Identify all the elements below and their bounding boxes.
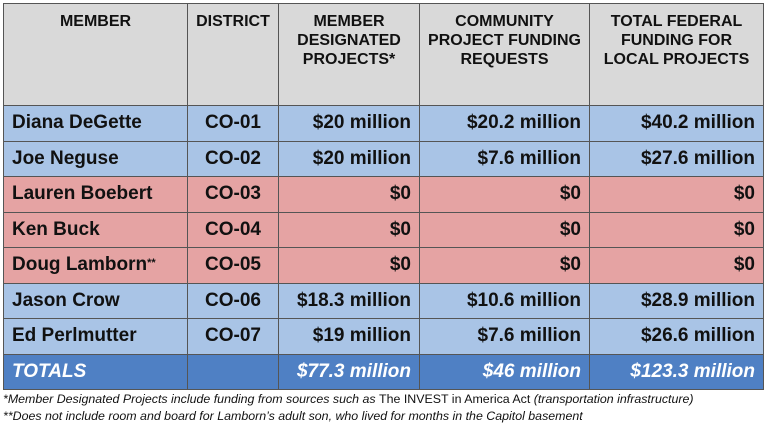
district-cell: CO-01: [187, 105, 279, 142]
table-row: Joe Neguse CO-02 $20 million $7.6 million $2…: [3, 140, 764, 177]
footnote: *Member Designated Projects include fund…: [3, 391, 694, 408]
amount-cell: $0: [278, 211, 420, 248]
amount-cell: $7.6 million: [419, 318, 590, 355]
amount-cell: $0: [278, 247, 420, 284]
column-header: MEMBER: [3, 3, 188, 106]
column-header: MEMBER DESIGNATED PROJECTS*: [278, 3, 420, 106]
amount-cell: $0: [419, 176, 590, 213]
amount-cell: $0: [589, 247, 764, 284]
amount-cell: $0: [278, 176, 420, 213]
table-row: Ken Buck CO-04 $0 $0 $0: [3, 211, 764, 248]
amount-cell: $10.6 million: [419, 282, 590, 319]
member-cell: Doug Lamborn**: [3, 247, 188, 284]
amount-cell: $28.9 million: [589, 282, 764, 319]
footnote-text: *Member Designated Projects include fund…: [3, 392, 380, 406]
amount-cell: $20 million: [278, 140, 420, 177]
amount-cell: $123.3 million: [589, 353, 764, 390]
amount-cell: $27.6 million: [589, 140, 764, 177]
column-header: TOTAL FEDERAL FUNDING FOR LOCAL PROJECTS: [589, 3, 764, 106]
footnote: **Does not include room and board for La…: [3, 408, 694, 425]
amount-cell: $0: [589, 176, 764, 213]
footnotes: *Member Designated Projects include fund…: [3, 391, 694, 425]
district-cell: [187, 353, 279, 390]
column-header: DISTRICT: [187, 3, 279, 106]
amount-cell: $0: [419, 211, 590, 248]
totals-row: TOTALS $77.3 million $46 million $123.3 mil…: [3, 353, 764, 390]
amount-cell: $20 million: [278, 105, 420, 142]
member-cell: TOTALS: [3, 353, 188, 390]
amount-cell: $46 million: [419, 353, 590, 390]
footnote-text: **Does not include room and board for La…: [3, 409, 583, 423]
footnote-text: The INVEST in America Act: [379, 392, 531, 406]
member-cell: Jason Crow: [3, 282, 188, 319]
district-cell: CO-04: [187, 211, 279, 248]
member-cell: Joe Neguse: [3, 140, 188, 177]
district-cell: CO-03: [187, 176, 279, 213]
district-cell: CO-06: [187, 282, 279, 319]
district-cell: CO-07: [187, 318, 279, 355]
column-header: COMMUNITY PROJECT FUNDING REQUESTS: [419, 3, 590, 106]
amount-cell: $20.2 million: [419, 105, 590, 142]
funding-table: MEMBER DISTRICT MEMBER DESIGNATED PROJECTS…: [3, 3, 764, 390]
member-cell: Diana DeGette: [3, 105, 188, 142]
member-cell: Ed Perlmutter: [3, 318, 188, 355]
amount-cell: $0: [419, 247, 590, 284]
footnote-text: (transportation infrastructure): [530, 392, 694, 406]
amount-cell: $40.2 million: [589, 105, 764, 142]
amount-cell: $26.6 million: [589, 318, 764, 355]
amount-cell: $18.3 million: [278, 282, 420, 319]
amount-cell: $77.3 million: [278, 353, 420, 390]
note-mark: **: [147, 257, 156, 270]
district-cell: CO-02: [187, 140, 279, 177]
amount-cell: $19 million: [278, 318, 420, 355]
table-body: Diana DeGette CO-01 $20 million $20.2 milli…: [3, 105, 764, 390]
table-row: Ed Perlmutter CO-07 $19 million $7.6 millio…: [3, 318, 764, 355]
member-cell: Ken Buck: [3, 211, 188, 248]
table-row: Diana DeGette CO-01 $20 million $20.2 milli…: [3, 105, 764, 142]
amount-cell: $7.6 million: [419, 140, 590, 177]
table-row: Lauren Boebert CO-03 $0 $0 $0: [3, 176, 764, 213]
member-cell: Lauren Boebert: [3, 176, 188, 213]
table-row: Jason Crow CO-06 $18.3 million $10.6 millio…: [3, 282, 764, 319]
header-row: MEMBER DISTRICT MEMBER DESIGNATED PROJECTS…: [3, 3, 764, 106]
amount-cell: $0: [589, 211, 764, 248]
district-cell: CO-05: [187, 247, 279, 284]
table-row: Doug Lamborn** CO-05 $0 $0 $0: [3, 247, 764, 284]
